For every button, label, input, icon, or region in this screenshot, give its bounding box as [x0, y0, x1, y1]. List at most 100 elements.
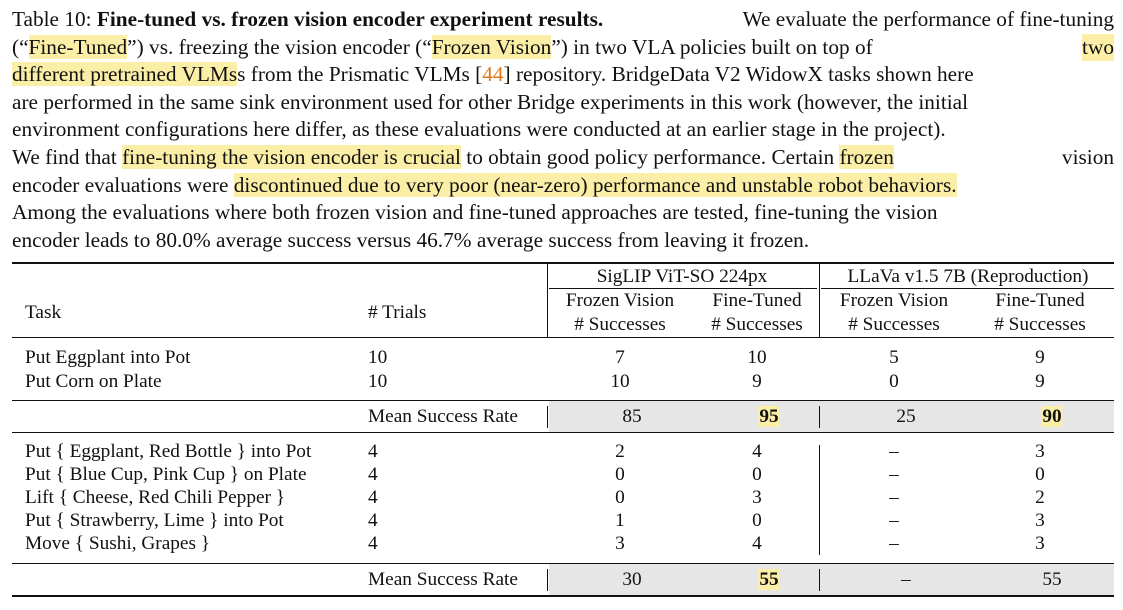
value-cell: – [889, 441, 899, 462]
task-cell: Move { Sushi, Grapes } [25, 533, 211, 554]
mean-value: 55 [1042, 569, 1062, 590]
header-frozen: Frozen Vision [839, 290, 949, 311]
vline-mean1-mid [819, 406, 820, 428]
header-trials: # Trials [368, 302, 427, 323]
trials-cell: 4 [368, 510, 378, 531]
task-cell: Put { Blue Cup, Pink Cup } on Plate [25, 464, 307, 485]
value-cell: 0 [615, 464, 625, 485]
caption-text: ”) in two VLA policies built on top of [551, 34, 873, 59]
caption-line: We find that fine-tuning the vision enco… [12, 144, 1114, 172]
value-cell: 3 [1035, 533, 1045, 554]
trials-cell: 10 [368, 371, 388, 392]
mean2-top-rule [12, 563, 1114, 564]
value-cell: 10 [610, 371, 630, 392]
value-cell: 0 [615, 487, 625, 508]
header-rule [12, 337, 1114, 338]
trials-cell: 4 [368, 487, 378, 508]
mean-label: Mean Success Rate [368, 406, 518, 427]
vline-section2-mid [819, 445, 820, 555]
header-frozen: Frozen Vision [565, 290, 675, 311]
value-cell: 10 [747, 347, 767, 368]
value-cell: 0 [1035, 464, 1045, 485]
top-rule [12, 262, 1114, 264]
header-finetuned: Fine-Tuned [712, 290, 802, 311]
value-cell: 4 [752, 441, 762, 462]
value-cell: 2 [1035, 487, 1045, 508]
highlight: fine-tuning the vision encoder is crucia… [122, 144, 461, 169]
mean-label: Mean Success Rate [368, 569, 518, 590]
value-cell: – [889, 533, 899, 554]
value-cell: 3 [752, 487, 762, 508]
header-successes: # Successes [711, 314, 803, 335]
highlight: frozen [839, 144, 894, 169]
best-value: 90 [1041, 406, 1063, 427]
mean1-top-rule [12, 400, 1114, 401]
header-task: Task [25, 302, 62, 323]
trials-cell: 4 [368, 441, 378, 462]
vline-mean2-left [547, 569, 548, 591]
vline-header-mid [819, 264, 820, 337]
value-cell: 1 [615, 510, 625, 531]
group2-underline [821, 288, 1114, 289]
best-value: 55 [758, 569, 780, 590]
value-cell: 4 [752, 533, 762, 554]
value-cell: – [889, 510, 899, 531]
header-successes: # Successes [848, 314, 940, 335]
mean-value: 30 [622, 569, 642, 590]
table-caption: Table 10: Fine-tuned vs. frozen vision e… [12, 6, 1114, 254]
value-cell: 9 [1035, 347, 1045, 368]
mean-value: 85 [622, 406, 642, 427]
highlight: Fine-Tuned [28, 34, 128, 59]
caption-line: different pretrained VLMss from the Pris… [12, 61, 1114, 89]
mean-value: – [901, 569, 911, 590]
caption-text: s from the Prismatic VLMs [ [237, 62, 483, 87]
citation-link[interactable]: 44 [482, 62, 504, 87]
value-cell: 0 [752, 464, 762, 485]
caption-text: ”) vs. freezing the vision encoder (“ [127, 34, 432, 59]
caption-text: to obtain good policy performance. Certa… [466, 144, 835, 169]
highlight: different pretrained VLMs [12, 62, 238, 87]
vline-mean2-mid [819, 569, 820, 591]
value-cell: 7 [615, 347, 625, 368]
caption-line: encoder evaluations were discontinued du… [12, 172, 1114, 200]
table-label: Table 10: [12, 7, 92, 31]
value-cell: 2 [615, 441, 625, 462]
caption-text: We evaluate the performance of fine-tuni… [742, 7, 1114, 31]
caption-title: Fine-tuned vs. frozen vision encoder exp… [96, 7, 604, 31]
task-cell: Put Eggplant into Pot [25, 347, 191, 368]
bottom-rule [12, 595, 1114, 597]
caption-line: (“Fine-Tuned”) vs. freezing the vision e… [12, 33, 1114, 62]
task-cell: Put { Strawberry, Lime } into Pot [25, 510, 284, 531]
value-cell: – [889, 487, 899, 508]
caption-line: Table 10: Fine-tuned vs. frozen vision e… [12, 6, 1114, 34]
caption-line: encoder leads to 80.0% average success v… [12, 227, 810, 252]
task-cell: Lift { Cheese, Red Chili Pepper } [25, 487, 286, 508]
value-cell: 0 [889, 371, 899, 392]
highlight: Frozen Vision [431, 34, 552, 59]
value-cell: 9 [752, 371, 762, 392]
header-successes: # Successes [574, 314, 666, 335]
value-cell: 0 [752, 510, 762, 531]
group1-underline [549, 288, 817, 289]
caption-line: Among the evaluations where both frozen … [12, 200, 938, 225]
task-cell: Put { Eggplant, Red Bottle } into Pot [25, 441, 312, 462]
value-cell: – [889, 464, 899, 485]
results-table: Task # Trials SigLIP ViT-SO 224px LLaVa … [12, 262, 1114, 606]
caption-text: ] repository. BridgeData V2 WidowX tasks… [503, 62, 974, 87]
vline-header-left [547, 264, 548, 337]
section-rule [12, 432, 1114, 433]
header-successes: # Successes [994, 314, 1086, 335]
caption-line: are performed in the same sink environme… [12, 89, 969, 114]
caption-text: vision [1061, 144, 1114, 169]
value-cell: 3 [615, 533, 625, 554]
value-cell: 3 [1035, 441, 1045, 462]
mean-value-best: 55 [758, 568, 780, 591]
mean2-shade [549, 564, 1114, 595]
header-finetuned: Fine-Tuned [995, 290, 1085, 311]
value-cell: 3 [1035, 510, 1045, 531]
caption-text: (“ [12, 34, 29, 59]
caption-text: We find that [12, 144, 117, 169]
task-cell: Put Corn on Plate [25, 371, 162, 392]
caption-line: environment configurations here differ, … [12, 117, 946, 142]
highlight: discontinued due to very poor (near-zero… [233, 172, 957, 197]
